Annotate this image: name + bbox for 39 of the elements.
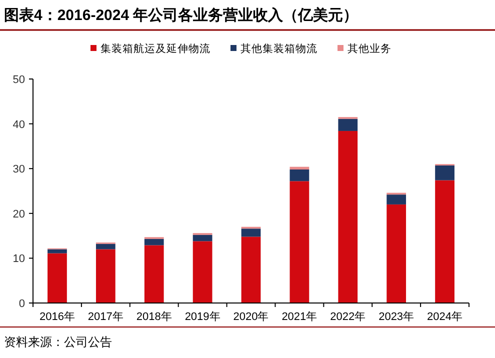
bar xyxy=(96,249,116,303)
x-tick-label: 2019年 xyxy=(184,311,220,323)
y-tick-label: 30 xyxy=(12,164,25,176)
x-tick-label: 2018年 xyxy=(136,311,172,323)
y-tick-label: 20 xyxy=(12,208,25,220)
bar xyxy=(435,180,454,303)
bar xyxy=(435,165,454,180)
bar xyxy=(290,166,310,170)
bar xyxy=(192,241,212,303)
x-tick-label: 2017年 xyxy=(88,311,124,323)
y-tick-label: 50 xyxy=(12,74,25,86)
bar xyxy=(48,249,67,254)
bar xyxy=(241,228,261,237)
legend-label: 集装箱航运及延伸物流 xyxy=(100,42,210,55)
y-tick-label: 10 xyxy=(12,253,25,266)
x-tick-label: 2022年 xyxy=(330,311,366,323)
y-tick-label: 40 xyxy=(12,118,25,131)
bar xyxy=(386,194,406,204)
bar xyxy=(290,181,310,303)
bar xyxy=(241,236,261,303)
y-tick-label: 0 xyxy=(18,298,25,310)
bar xyxy=(144,245,164,303)
legend-label: 其他业务 xyxy=(348,42,392,55)
x-tick-label: 2016年 xyxy=(39,311,75,323)
x-tick-label: 2023年 xyxy=(378,311,414,323)
x-tick-label: 2020年 xyxy=(233,311,269,323)
bar xyxy=(290,169,310,182)
chart-title: 图表4：2016-2024 年公司各业务营业收入（亿美元） xyxy=(4,6,358,24)
bar xyxy=(144,238,164,246)
legend-label: 其他集装箱物流 xyxy=(240,42,318,55)
x-tick-label: 2021年 xyxy=(282,311,318,323)
bar xyxy=(192,234,212,242)
bar xyxy=(386,204,406,303)
bar xyxy=(48,253,67,303)
bar xyxy=(96,244,116,250)
bar xyxy=(338,118,358,131)
bar xyxy=(338,130,358,303)
x-tick-label: 2024年 xyxy=(427,311,463,323)
text: 资料来源：公司公告 xyxy=(4,335,112,349)
